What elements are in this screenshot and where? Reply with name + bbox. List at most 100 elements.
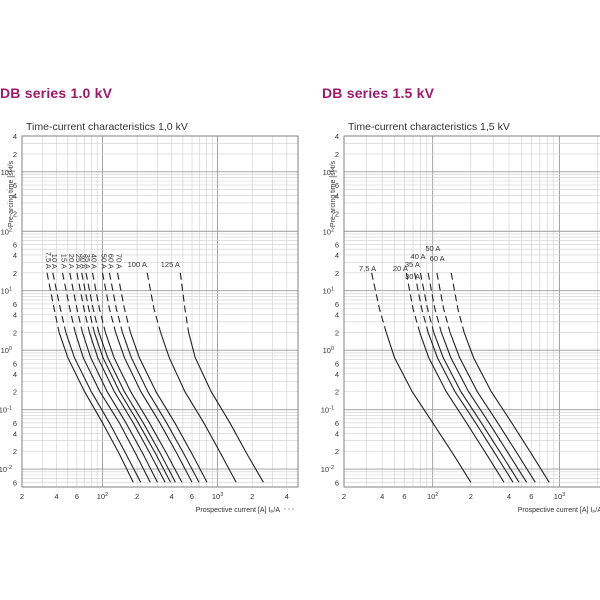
- y-tick-label: 100: [323, 346, 334, 355]
- curve-label-30-a: 30 A: [405, 272, 420, 281]
- y-tick-label: 6: [335, 359, 339, 368]
- curve-label-100-a: 100 A: [128, 260, 147, 269]
- x-tick-label: 2: [469, 492, 473, 501]
- y-tick-label: 6: [13, 359, 17, 368]
- curve-25-a-dashed: [76, 272, 90, 333]
- y-tick-label: 6: [13, 478, 17, 487]
- y-tick-label: 4: [335, 251, 339, 260]
- y-tick-label: 4: [13, 370, 17, 379]
- y-tick-label: 10-2: [321, 465, 334, 474]
- x-axis-label: Prospective current [A] Iₚ/A: [196, 507, 281, 514]
- x-tick-label: 103: [554, 492, 565, 501]
- y-tick-label: 100: [1, 346, 12, 355]
- curve-20-a-dashed: [69, 272, 83, 333]
- curve-100-a: [160, 332, 237, 483]
- y-tick-label: 2: [13, 328, 17, 337]
- curve-label-70-a: 70 A: [114, 254, 123, 269]
- y-tick-label: 4: [13, 251, 17, 260]
- curve-125-a: [188, 332, 264, 483]
- y-tick-label: 103: [1, 168, 12, 177]
- y-tick-label: 2: [13, 269, 17, 278]
- y-tick-label: 2: [13, 150, 17, 159]
- y-tick-label: 10-1: [321, 406, 334, 415]
- curve-50-a-dashed: [436, 272, 451, 333]
- curve-40-a-dashed: [91, 272, 106, 333]
- curve-60-a: [463, 332, 550, 483]
- curve-20-a-dashed: [405, 272, 421, 333]
- y-tick-label: 4: [335, 310, 339, 319]
- x-tick-label: 4: [55, 492, 59, 501]
- curve-labels: 7,5 A 20 A30 A 35 A40 A50 A60 A: [359, 244, 445, 281]
- curve-label-15-a: 15 A: [60, 254, 69, 269]
- y-tick-label: 6: [335, 181, 339, 190]
- curve-40-a: [440, 332, 528, 483]
- y-tick-label: 6: [335, 300, 339, 309]
- y-tick-label: 6: [13, 419, 17, 428]
- y-axis-label: Pre-arcing time [s] t/s: [330, 160, 337, 227]
- y-tick-label: 4: [13, 310, 17, 319]
- curve-label-30-a: 30 A: [79, 254, 88, 269]
- x-tick-label: 103: [212, 492, 223, 501]
- curve-label-125-a: 125 A: [161, 260, 180, 269]
- curve-35-a: [98, 332, 176, 483]
- curve-7-5-a: [385, 332, 472, 483]
- curve-20-a: [419, 332, 505, 483]
- curve-60-a: [121, 332, 200, 483]
- y-tick-label: 2: [335, 150, 339, 159]
- x-axis-label: Prospective current [A] Iₚ/A: [518, 507, 600, 514]
- y-tick-label: 6: [335, 419, 339, 428]
- curve-labels: 7,5 A10 A 15 A20 A25 A30 A35 A40 A 50 A60 …: [44, 252, 180, 269]
- x-tick-label: 6: [529, 492, 533, 501]
- curve-label-20-a: 20 A: [393, 264, 408, 273]
- chart-title: Time-current characteristics 1,0 kV: [26, 121, 188, 133]
- curve-label-35-a: 35 A: [405, 260, 420, 269]
- curve-label-40-a: 40 A: [90, 254, 99, 269]
- chart-1kv: Time-current characteristics 1,0 kV42103…: [0, 121, 299, 514]
- curve-label-10-a: 10 A: [50, 254, 59, 269]
- x-tick-label: 4: [507, 492, 511, 501]
- plot-frame: [21, 135, 299, 488]
- curve-40-a-dashed: [427, 272, 442, 333]
- x-tick-label: 2: [250, 492, 254, 501]
- curve-50-a-dashed: [101, 272, 117, 333]
- y-tick-label: 4: [13, 191, 17, 200]
- curve-label-20-a: 20 A: [67, 254, 76, 269]
- curve-10-a-dashed: [52, 272, 67, 333]
- x-tick-label: 2: [342, 492, 346, 501]
- y-tick-label: 102: [1, 227, 12, 236]
- curve-100-a-dashed: [146, 272, 162, 333]
- grid: [343, 135, 600, 488]
- curve-label-25-a: 25 A: [74, 254, 83, 269]
- curves: [46, 272, 264, 483]
- y-tick-label: 10-1: [0, 406, 12, 415]
- y-tick-label: 4: [13, 429, 17, 438]
- curve-30-a-dashed: [414, 272, 429, 333]
- curve-label-7-5-a: 7,5 A: [359, 264, 376, 273]
- y-tick-label: 4: [335, 370, 339, 379]
- curve-30-a: [93, 332, 171, 483]
- chart-title: Time-current characteristics 1,5 kV: [348, 121, 510, 133]
- curve-70-a: [129, 332, 208, 483]
- y-tick-label: 6: [13, 181, 17, 190]
- y-tick-label: 2: [335, 209, 339, 218]
- curve-70-a-dashed: [116, 272, 131, 333]
- curve-label-50-a: 50 A: [425, 244, 440, 253]
- curve-35-a-dashed: [85, 272, 100, 333]
- curve-15-a: [74, 332, 151, 483]
- curve-60-a-dashed: [108, 272, 123, 333]
- curve-40-a: [104, 332, 183, 483]
- y-tick-label: 2: [335, 447, 339, 456]
- y-tick-label: 4: [335, 429, 339, 438]
- x-tick-label: 2: [20, 492, 24, 501]
- curve-label-50-a: 50 A: [99, 254, 108, 269]
- y-tick-label: 6: [335, 478, 339, 487]
- y-tick-label: 2: [13, 209, 17, 218]
- y-tick-label: 6: [335, 240, 339, 249]
- curve-35-a: [433, 332, 520, 483]
- curve-125-a-dashed: [179, 272, 190, 333]
- curve-50-a: [115, 332, 193, 483]
- curve-20-a: [81, 332, 158, 483]
- y-tick-label: 2: [335, 269, 339, 278]
- y-tick-label: 2: [13, 388, 17, 397]
- y-tick-label: 2: [335, 388, 339, 397]
